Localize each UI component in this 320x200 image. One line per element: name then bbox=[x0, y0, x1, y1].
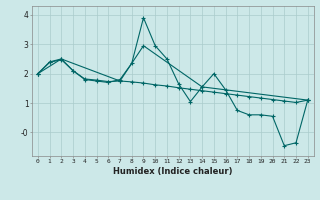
X-axis label: Humidex (Indice chaleur): Humidex (Indice chaleur) bbox=[113, 167, 233, 176]
